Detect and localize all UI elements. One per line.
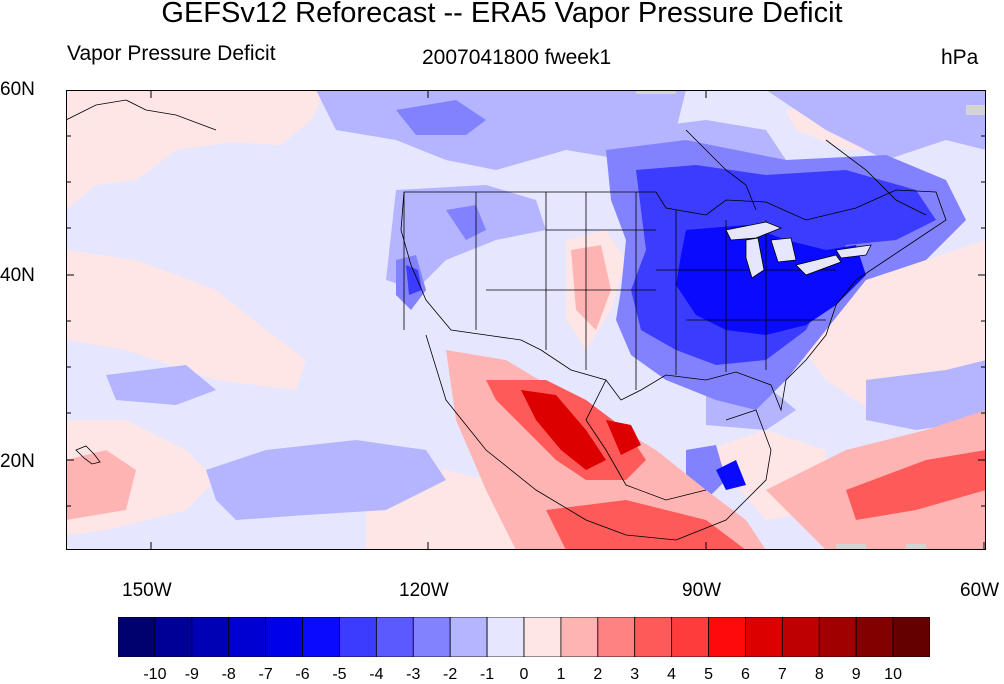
colorbar-tick-label: 0 (519, 666, 529, 683)
lon-label-60w: 60W (960, 580, 1000, 601)
left-subtitle: Vapor Pressure Deficit (67, 42, 276, 65)
anomaly-plus-1-regions (66, 90, 986, 550)
colorbar-tick-label: -10 (143, 666, 167, 683)
colorbar (118, 617, 930, 657)
country-borders (66, 99, 947, 541)
colorbar-tick-label: -7 (258, 666, 273, 683)
colorbar-tick-label: -1 (479, 666, 495, 683)
colorbar-tick-label: -4 (369, 666, 384, 683)
colorbar-box (449, 617, 488, 657)
colorbar-box (671, 617, 709, 657)
colorbar-box (228, 617, 267, 657)
lat-label-60n: 60N (0, 79, 35, 100)
colorbar-box (265, 617, 303, 657)
lat-label-40n: 40N (0, 265, 35, 286)
colorbar-box (486, 617, 525, 657)
great-lakes (725, 221, 872, 279)
colorbar-tick-label: -3 (406, 666, 421, 683)
colorbar-tick-label: -6 (295, 666, 310, 683)
colorbar-box (855, 617, 894, 657)
colorbar-box (745, 617, 783, 657)
colorbar-box (118, 617, 156, 657)
center-subtitle: 2007041800 fweek1 (422, 46, 612, 69)
colorbar-tick-label: -2 (443, 666, 458, 683)
colorbar-box (412, 617, 451, 657)
colorbar-box (597, 617, 636, 657)
colorbar-box (892, 617, 930, 657)
colorbar-tick-label: -5 (332, 666, 347, 683)
colorbar-tick-label: 2 (593, 666, 603, 683)
plot-title: GEFSv12 Reforecast -- ERA5 Vapor Pressur… (161, 0, 843, 29)
map-panel (66, 90, 986, 550)
colorbar-tick-label: 4 (667, 666, 677, 683)
colorbar-box (818, 617, 857, 657)
colorbar-box (375, 617, 414, 657)
colorbar-box (191, 617, 230, 657)
colorbar-tick-label: -8 (221, 666, 236, 683)
lon-label-150w: 150W (122, 580, 172, 601)
colorbar-box (781, 617, 820, 657)
colorbar-tick-label: 5 (704, 666, 713, 683)
units-label: hPa (941, 46, 979, 69)
colorbar-box (339, 617, 377, 657)
colorbar-tick-label: -9 (184, 666, 199, 683)
colorbar-box (708, 617, 746, 657)
map-frame (66, 90, 986, 550)
colorbar-tick-label: 6 (741, 666, 750, 683)
colorbar-tick-label: 7 (777, 666, 787, 683)
anomaly-minus-5-regions (676, 225, 866, 490)
colorbar-box (154, 617, 193, 657)
colorbar-box (560, 617, 599, 657)
colorbar-tick-label: 3 (630, 666, 640, 683)
colorbar-tick-label: 10 (884, 666, 902, 683)
lat-label-20n: 20N (0, 451, 35, 472)
colorbar-tick-label: 1 (556, 666, 566, 683)
colorbar-tick-label: 9 (851, 666, 861, 683)
anomaly-plus-6-regions (521, 390, 641, 470)
colorbar-box (634, 617, 673, 657)
colorbar-box (302, 617, 340, 657)
colorbar-box (523, 617, 562, 657)
missing-data-patches (636, 90, 986, 550)
lon-label-120w: 120W (399, 580, 449, 601)
lon-label-90w: 90W (682, 580, 722, 601)
colorbar-tick-label: 8 (814, 666, 824, 683)
